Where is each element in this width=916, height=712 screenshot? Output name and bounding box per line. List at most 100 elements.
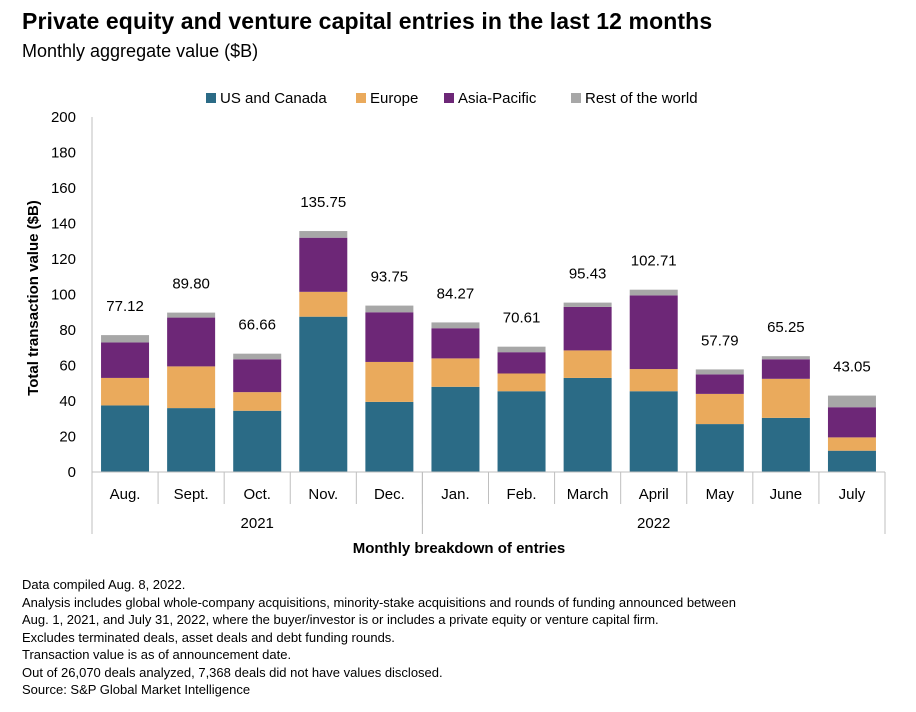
bar-segment xyxy=(827,450,876,472)
bar-segment xyxy=(233,392,282,411)
y-tick-label: 180 xyxy=(51,145,76,162)
y-axis: 0 20 40 60 80 100 120 140 160 180 200 xyxy=(51,109,93,481)
bar-segment xyxy=(563,350,612,378)
bar-segment xyxy=(497,373,546,392)
legend-swatch xyxy=(444,93,454,103)
bar-segment xyxy=(365,361,414,402)
bar-segment xyxy=(431,322,480,329)
x-axis: Aug. Sept. Oct. Nov. Dec. Jan. Feb. March April M… xyxy=(91,471,886,534)
legend-label: Europe xyxy=(370,90,418,107)
bar-segment xyxy=(233,353,282,360)
bar-segment xyxy=(299,291,348,317)
year-label: 2021 xyxy=(241,515,274,532)
legend-swatch xyxy=(571,93,581,103)
x-tick-label: May xyxy=(706,486,735,503)
y-tick-label: 200 xyxy=(51,109,76,126)
bar-segment xyxy=(167,366,216,409)
chart-notes: Data compiled Aug. 8, 2022. Analysis inc… xyxy=(22,576,902,699)
x-tick-label: Nov. xyxy=(308,486,338,503)
bar-segment xyxy=(695,393,744,425)
bar-segment xyxy=(299,231,348,238)
y-tick-label: 20 xyxy=(59,429,76,446)
x-tick-label: July xyxy=(839,486,866,503)
total-label: 95.43 xyxy=(569,266,607,283)
total-label: 77.12 xyxy=(106,298,144,315)
legend: US and Canada Europe Asia-Pacific Rest of t… xyxy=(206,90,698,107)
y-tick-label: 100 xyxy=(51,287,76,304)
bar-segment xyxy=(563,377,612,472)
x-tick-label: Jan. xyxy=(441,486,469,503)
bars xyxy=(101,231,876,472)
bar-segment xyxy=(431,386,480,472)
bar-segment xyxy=(167,312,216,318)
bar-segment xyxy=(431,358,480,387)
bar-segment xyxy=(167,317,216,367)
x-tick-label: Aug. xyxy=(110,486,141,503)
y-tick-label: 60 xyxy=(59,358,76,375)
bar-segment xyxy=(629,295,678,370)
bar-segment xyxy=(563,302,612,307)
bar-segment xyxy=(761,378,810,418)
bar-segment xyxy=(761,356,810,360)
bar-segment xyxy=(365,305,414,313)
bar-segment xyxy=(167,408,216,472)
stacked-bar-chart: US and Canada Europe Asia-Pacific Rest of t… xyxy=(25,90,886,557)
note-line: Excludes terminated deals, asset deals a… xyxy=(22,629,395,645)
bar-segment xyxy=(497,352,546,374)
y-axis-title: Total transaction value ($B) xyxy=(25,200,42,396)
total-label: 102.71 xyxy=(631,253,677,270)
bar-segment xyxy=(827,407,876,438)
total-labels: 77.12 89.80 66.66 135.75 93.75 84.27 70.61 95.4… xyxy=(106,194,870,376)
bar-segment xyxy=(695,369,744,375)
bar-segment xyxy=(365,312,414,362)
x-tick-label: April xyxy=(639,486,669,503)
chart-title: Private equity and venture capital entri… xyxy=(22,8,713,34)
bar-segment xyxy=(299,316,348,472)
x-tick-label: Sept. xyxy=(174,486,209,503)
x-axis-title: Monthly breakdown of entries xyxy=(353,540,566,557)
bar-segment xyxy=(563,306,612,351)
note-line: Data compiled Aug. 8, 2022. xyxy=(22,577,186,592)
legend-label: Asia-Pacific xyxy=(458,90,537,107)
note-line: Out of 26,070 deals analyzed, 7,368 deal… xyxy=(22,664,443,680)
legend-label: Rest of the world xyxy=(585,90,698,107)
bar-segment xyxy=(101,342,150,378)
total-label: 65.25 xyxy=(767,319,805,336)
bar-segment xyxy=(101,405,150,472)
note-line: Transaction value is as of announcement … xyxy=(22,647,292,662)
total-label: 89.80 xyxy=(172,276,210,293)
legend-swatch xyxy=(206,93,216,103)
bar-segment xyxy=(431,328,480,359)
y-tick-label: 120 xyxy=(51,251,76,268)
note-line: Analysis includes global whole-company a… xyxy=(22,594,736,610)
note-line: Aug. 1, 2021, and July 31, 2022, where t… xyxy=(22,612,659,627)
bar-segment xyxy=(299,237,348,292)
y-tick-label: 160 xyxy=(51,180,76,197)
bar-segment xyxy=(629,289,678,296)
legend-label: US and Canada xyxy=(220,90,327,107)
bar-segment xyxy=(761,359,810,379)
bar-segment xyxy=(695,374,744,394)
bar-segment xyxy=(365,401,414,472)
y-tick-label: 140 xyxy=(51,216,76,233)
total-label: 57.79 xyxy=(701,332,739,349)
x-tick-label: Dec. xyxy=(374,486,405,503)
x-tick-label: Feb. xyxy=(507,486,537,503)
chart-subtitle: Monthly aggregate value ($B) xyxy=(22,41,259,61)
total-label: 93.75 xyxy=(371,269,409,286)
total-label: 135.75 xyxy=(300,194,346,211)
total-label: 70.61 xyxy=(503,310,541,327)
x-tick-label: June xyxy=(770,486,803,503)
bar-segment xyxy=(233,410,282,472)
note-line: Source: S&P Global Market Intelligence xyxy=(22,682,251,697)
total-label: 84.27 xyxy=(437,285,475,302)
bar-segment xyxy=(827,437,876,451)
bar-segment xyxy=(629,391,678,472)
x-tick-label: Oct. xyxy=(243,486,271,503)
legend-swatch xyxy=(356,93,366,103)
bar-segment xyxy=(497,346,546,353)
bar-segment xyxy=(101,335,150,343)
bar-segment xyxy=(101,377,150,406)
year-label: 2022 xyxy=(637,515,670,532)
bar-segment xyxy=(629,369,678,392)
